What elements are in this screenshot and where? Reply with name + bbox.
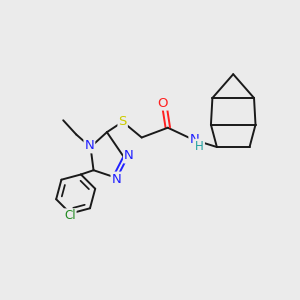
- Text: S: S: [118, 115, 127, 128]
- Text: N: N: [189, 133, 199, 146]
- Text: N: N: [85, 139, 94, 152]
- Text: N: N: [124, 149, 134, 162]
- Text: N: N: [112, 172, 121, 186]
- Text: O: O: [158, 97, 168, 110]
- Text: H: H: [195, 140, 204, 153]
- Text: Cl: Cl: [64, 209, 76, 222]
